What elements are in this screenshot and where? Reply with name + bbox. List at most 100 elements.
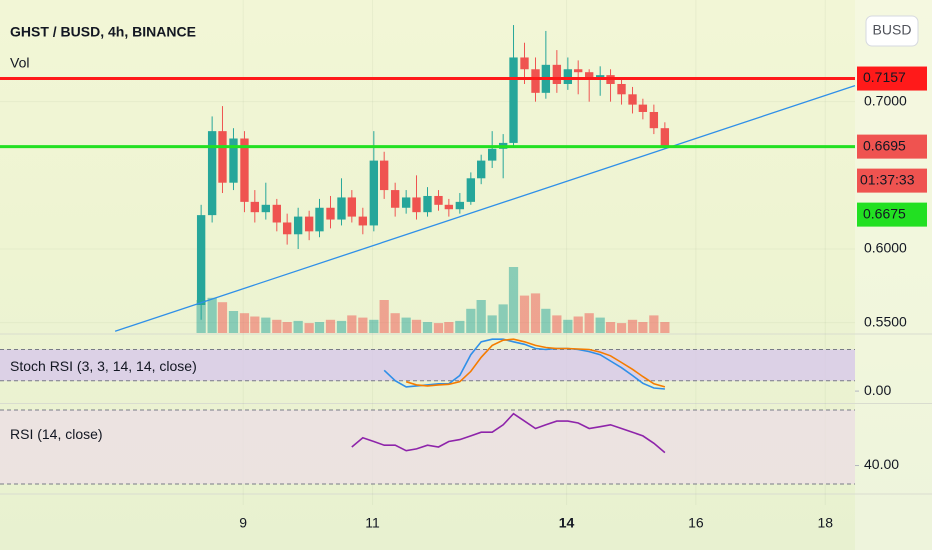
chart-title: GHST / BUSD, 4h, BINANCE	[10, 24, 196, 40]
volume-bar	[616, 323, 627, 333]
volume-bar	[476, 300, 486, 333]
x-tick-label: 11	[365, 515, 380, 531]
volume-bar	[336, 320, 347, 333]
y-tick-label: 40.00	[864, 456, 899, 472]
candle-body	[434, 195, 443, 205]
price-label: 0.7157	[863, 69, 906, 85]
candle-body	[304, 216, 314, 232]
volume-bar	[369, 319, 379, 333]
candle-body	[423, 195, 432, 213]
volume-bar	[563, 319, 573, 333]
y-tick-label: 0.7000	[864, 92, 907, 108]
indicator-band	[0, 349, 855, 381]
volume-bar	[649, 315, 659, 333]
candle-body	[293, 216, 303, 235]
volume-bar	[401, 317, 411, 333]
y-tick-label: 0.5500	[864, 313, 907, 329]
volume-bar	[605, 322, 616, 333]
indicator-name: Stoch RSI (3, 3, 14, 14, close)	[10, 358, 197, 374]
volume-bar	[595, 317, 605, 333]
price-label: 0.6695	[863, 137, 906, 153]
volume-bar	[508, 267, 519, 333]
volume-bar	[293, 320, 303, 333]
candle-body	[250, 201, 259, 213]
volume-bar	[304, 323, 314, 333]
volume-bar	[638, 322, 648, 333]
candle-body	[207, 131, 217, 216]
candle-body	[574, 69, 583, 73]
volume-bar	[573, 316, 583, 333]
volume-bar	[422, 322, 433, 333]
countdown-box	[857, 168, 927, 193]
price-label-box	[857, 66, 927, 91]
volume-bar	[433, 323, 444, 333]
candle-body	[272, 204, 281, 223]
volume-bar	[239, 313, 250, 333]
volume-bar	[217, 302, 228, 333]
indicator-line	[405, 338, 666, 388]
currency-button[interactable]	[865, 15, 919, 47]
candle-body	[326, 207, 335, 220]
volume-bar	[541, 308, 551, 333]
volume-bar	[530, 293, 541, 333]
volume-bar	[487, 315, 497, 333]
volume-bar	[347, 315, 357, 333]
indicator-line	[383, 338, 665, 390]
volume-bar	[519, 295, 530, 333]
indicator-name: RSI (14, close)	[10, 426, 103, 442]
candle-body	[520, 57, 529, 70]
candle-body	[509, 57, 518, 143]
candle-body	[596, 75, 605, 79]
volume-bar	[379, 300, 389, 333]
volume-bar	[390, 313, 400, 333]
volume-bar	[207, 297, 217, 333]
candle-body	[229, 138, 238, 183]
candle-body	[563, 69, 573, 84]
volume-bar	[314, 322, 325, 333]
volume-bar	[358, 317, 368, 333]
candle-body	[660, 128, 670, 146]
candle-body	[585, 72, 594, 79]
volume-bar	[444, 322, 454, 333]
candle-body	[379, 160, 389, 191]
volume-bar	[455, 320, 465, 333]
countdown: 01:37:33	[860, 171, 915, 187]
candle-body	[401, 197, 411, 208]
candle-body	[455, 201, 465, 210]
volume-bar	[584, 313, 594, 333]
candle-body	[369, 160, 378, 226]
candle-body	[337, 197, 346, 220]
trend-line	[114, 84, 856, 332]
volume-bar	[228, 311, 239, 333]
candle-body	[358, 216, 368, 226]
candle-body	[628, 94, 637, 105]
candle-body	[487, 148, 497, 161]
candle-body	[477, 160, 486, 179]
candle-body	[444, 204, 454, 210]
x-tick-label: 18	[817, 515, 833, 531]
y-tick-label: 0.6000	[864, 240, 907, 256]
x-tick-label: 16	[688, 515, 704, 531]
volume-label: Vol	[10, 55, 29, 71]
candle-body	[196, 215, 206, 306]
currency-label[interactable]: BUSD	[873, 22, 912, 38]
volume-bar	[282, 322, 292, 333]
x-tick-label: 14	[559, 515, 575, 531]
volume-bar	[466, 308, 476, 333]
price-label: 0.6675	[863, 205, 906, 221]
candle-body	[261, 204, 270, 213]
price-label-box	[857, 134, 927, 159]
candle-body	[240, 138, 249, 202]
indicator-band	[0, 409, 855, 485]
volume-bar	[411, 319, 422, 333]
indicator-line	[351, 412, 666, 454]
candle-body	[552, 64, 562, 84]
candle-body	[315, 207, 324, 232]
candle-body	[282, 222, 292, 235]
volume-bar	[660, 322, 670, 333]
volume-bar	[325, 319, 336, 333]
candle-body	[649, 111, 659, 129]
x-tick-label: 9	[239, 515, 247, 531]
candle-body	[466, 178, 476, 202]
